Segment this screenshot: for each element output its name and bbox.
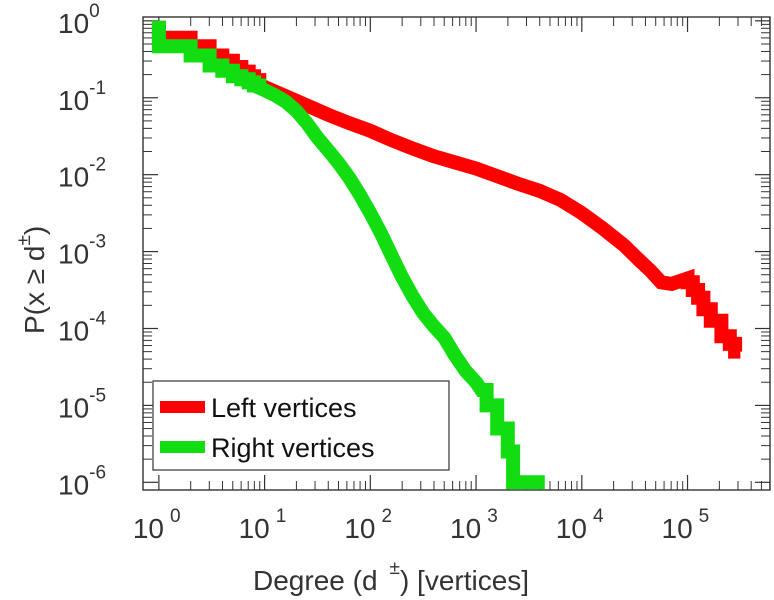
y-tick-label: 10-6: [58, 462, 106, 500]
y-tick-label: 10-4: [58, 308, 106, 346]
x-axis-label: Degree (d ±) [vertices]: [253, 558, 529, 596]
y-tick-label: 10-1: [58, 78, 106, 116]
x-tick-label: 10 2: [344, 506, 392, 544]
legend: Left vertices Right vertices: [152, 380, 450, 471]
y-axis-label-sup: ±: [14, 235, 35, 245]
y-axis-label-suffix: ): [19, 226, 50, 235]
legend-label-right-vertices: Right vertices: [211, 433, 375, 463]
legend-box: [152, 380, 450, 471]
y-tick-label: 10-3: [58, 232, 106, 270]
y-tick-labels: 100 10-1 10-2 10-3 10-4 10-5 10-6: [58, 1, 106, 500]
x-axis-label-main: Degree (d: [253, 565, 378, 596]
y-tick-label: 10-2: [58, 155, 106, 193]
y-axis-label-main: P(x ≥ d: [19, 246, 50, 335]
x-tick-label: 10 4: [556, 506, 604, 544]
y-tick-label: 100: [58, 1, 100, 39]
x-tick-label: 10 0: [133, 506, 181, 544]
x-tick-label: 10 1: [239, 506, 287, 544]
y-minor-ticks: [143, 20, 770, 483]
x-tick-label: 10 3: [450, 506, 498, 544]
y-tick-label: 10-5: [58, 385, 106, 423]
x-tick-label: 10 5: [662, 506, 710, 544]
x-axis-label-suffix: ) [vertices]: [400, 565, 529, 596]
legend-label-left-vertices: Left vertices: [211, 393, 357, 423]
x-tick-labels: 10 0 10 1 10 2 10 3 10 4 10 5: [133, 506, 709, 544]
y-axis-label: P(x ≥ d±): [14, 226, 50, 334]
series-line-right-vertices: [151, 20, 545, 490]
series-layer: [151, 20, 743, 490]
x-axis-label-sup: ±: [390, 558, 400, 579]
